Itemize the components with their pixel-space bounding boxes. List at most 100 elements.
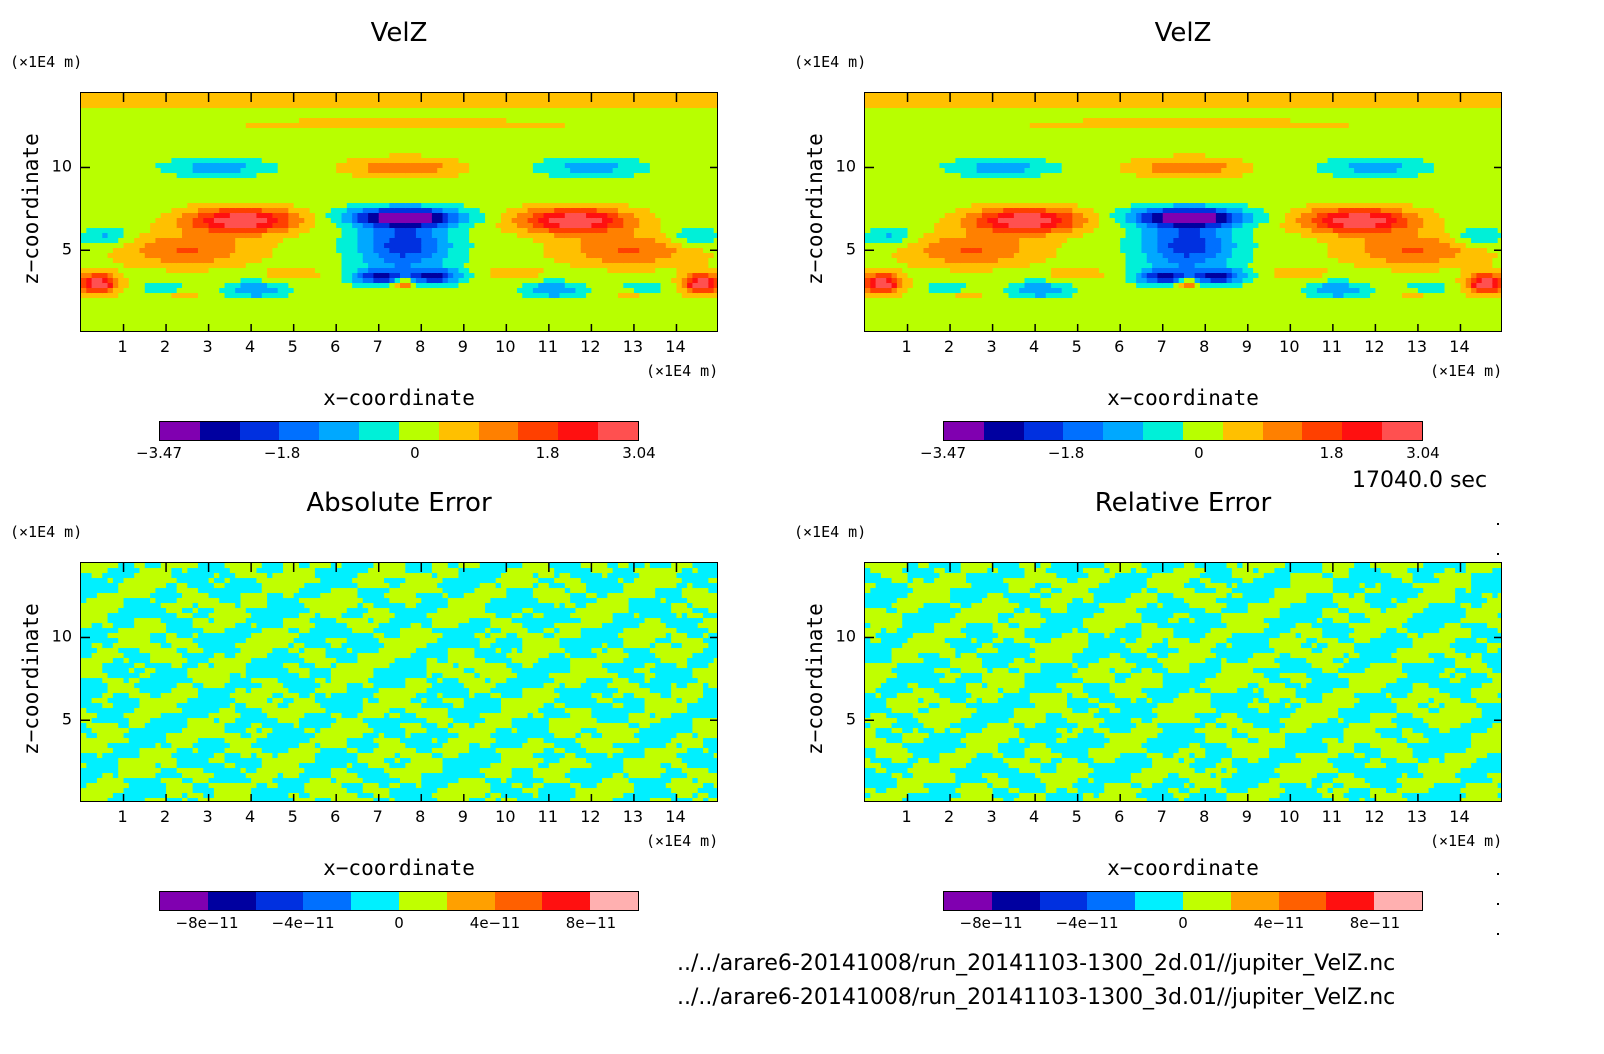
heatmap-cell: [346, 103, 353, 109]
heatmap-cell: [437, 318, 444, 324]
heatmap-cell: [405, 223, 412, 229]
heatmap-cell: [628, 208, 635, 214]
heatmap-cell: [256, 178, 263, 184]
heatmap-cell: [304, 248, 311, 254]
heatmap-cell: [203, 113, 210, 119]
heatmap-cell: [506, 318, 513, 324]
heatmap-cell: [617, 138, 624, 144]
heatmap-cell: [176, 233, 183, 239]
heatmap-cell: [102, 148, 109, 154]
heatmap-cell: [261, 118, 268, 124]
heatmap-cell: [144, 293, 151, 299]
heatmap-cell: [208, 283, 215, 289]
heatmap-cell: [134, 253, 141, 259]
heatmap-cell: [293, 118, 300, 124]
heatmap-cell: [267, 238, 273, 244]
heatmap-cell: [617, 123, 624, 129]
heatmap-cell: [192, 323, 199, 329]
heatmap-cell: [564, 223, 571, 229]
heatmap-cell: [128, 303, 135, 309]
heatmap-cell: [617, 293, 624, 299]
heatmap-cell: [325, 243, 332, 249]
heatmap-cell: [203, 123, 210, 129]
heatmap-cell: [554, 203, 561, 209]
heatmap-cell: [532, 318, 539, 324]
heatmap-cell: [166, 313, 172, 319]
heatmap-cell: [213, 213, 220, 219]
heatmap-cell: [160, 228, 167, 234]
heatmap-cell: [469, 123, 476, 129]
heatmap-cell: [112, 103, 119, 109]
heatmap-cell: [267, 218, 273, 224]
heatmap-cell: [431, 108, 438, 114]
heatmap-cell: [123, 123, 130, 129]
heatmap-cell: [283, 228, 289, 234]
heatmap-cell: [548, 168, 555, 174]
heatmap-cell: [219, 218, 226, 224]
heatmap-cell: [447, 128, 454, 134]
heatmap-cell: [485, 103, 491, 109]
heatmap-cell: [224, 193, 231, 199]
heatmap-cell: [166, 263, 172, 269]
heatmap-cell: [293, 213, 300, 219]
heatmap-cell: [208, 208, 215, 214]
heatmap-cell: [235, 103, 242, 109]
heatmap-cell: [554, 258, 561, 264]
heatmap-cell: [251, 103, 258, 109]
heatmap-cell: [314, 193, 321, 199]
heatmap-cell: [394, 208, 401, 214]
heatmap-cell: [272, 123, 279, 129]
heatmap-cell: [426, 118, 433, 124]
heatmap-cell: [548, 263, 555, 269]
heatmap-cell: [607, 188, 614, 194]
heatmap-cell: [197, 188, 204, 194]
heatmap-cell: [591, 328, 598, 331]
heatmap-cell: [208, 313, 215, 319]
heatmap-cell: [623, 278, 630, 284]
heatmap-cell: [602, 248, 608, 254]
heatmap-cell: [155, 208, 162, 214]
heatmap-cell: [485, 238, 491, 244]
heatmap-cell: [564, 323, 571, 329]
heatmap-cell: [144, 183, 151, 189]
heatmap-cell: [373, 288, 380, 294]
heatmap-cell: [538, 273, 545, 279]
heatmap-cell: [219, 233, 226, 239]
heatmap-cell: [304, 283, 311, 289]
heatmap-cell: [453, 253, 460, 259]
heatmap-cell: [107, 173, 114, 179]
heatmap-cell: [575, 288, 582, 294]
heatmap-cell: [580, 273, 587, 279]
heatmap-cell: [410, 193, 417, 199]
heatmap-cell: [134, 198, 141, 204]
heatmap-cell: [479, 268, 486, 274]
heatmap-cell: [112, 193, 119, 199]
heatmap-cell: [570, 258, 577, 264]
heatmap-cell: [617, 108, 624, 114]
heatmap-cell: [415, 158, 422, 164]
heatmap-cell: [479, 168, 486, 174]
heatmap-cell: [586, 283, 592, 289]
heatmap-cell: [373, 193, 380, 199]
heatmap-cell: [235, 93, 242, 99]
heatmap-cell: [463, 218, 470, 224]
heatmap-cell: [81, 313, 87, 319]
heatmap-cell: [421, 263, 428, 269]
heatmap-cell: [405, 323, 412, 329]
heatmap-cell: [91, 103, 98, 109]
heatmap-cell: [144, 303, 151, 309]
heatmap-cell: [607, 293, 614, 299]
heatmap-cell: [394, 313, 401, 319]
heatmap-cell: [245, 303, 252, 309]
heatmap-cell: [283, 108, 289, 114]
heatmap-cell: [160, 128, 167, 134]
heatmap-cell: [623, 238, 630, 244]
heatmap-cell: [426, 168, 433, 174]
heatmap-cell: [410, 263, 417, 269]
heatmap-cell: [405, 298, 412, 304]
heatmap-cell: [623, 193, 630, 199]
heatmap-cell: [182, 178, 188, 184]
heatmap-cell: [559, 248, 566, 254]
heatmap-cell: [171, 208, 178, 214]
heatmap-cell: [213, 143, 220, 149]
